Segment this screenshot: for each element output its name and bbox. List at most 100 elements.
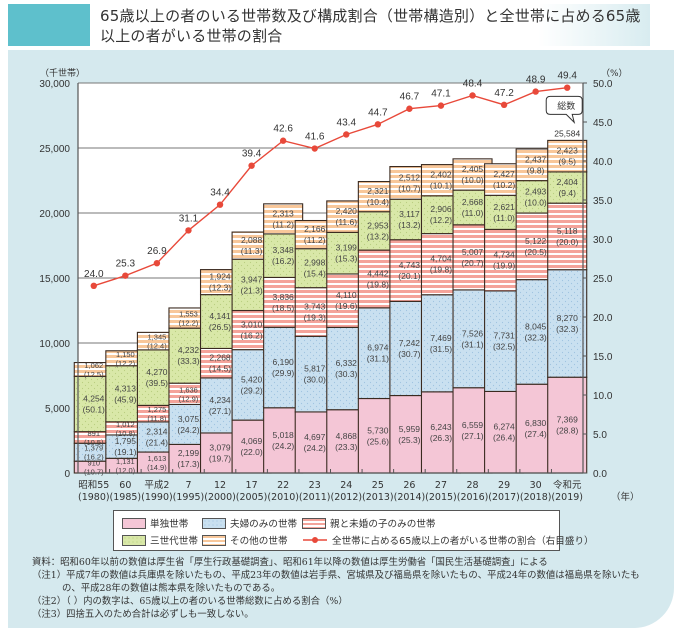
data-label-value: 5,817 (304, 364, 326, 374)
bar-segment-other (547, 139, 588, 173)
ratio-label: 46.7 (400, 92, 420, 103)
data-label-share: (10.2) (493, 180, 515, 190)
data-label-value: 3,743 (304, 301, 326, 311)
data-label-value: 2,621 (493, 202, 515, 212)
data-label-value: 5,420 (241, 374, 263, 384)
data-label-value: 2,402 (430, 170, 452, 180)
y-tick-label: 10,000 (39, 339, 70, 350)
data-label-share: (21.3) (240, 285, 262, 295)
y2-tick-label: 35.0 (593, 196, 613, 207)
data-label-value: 1,012 (116, 420, 135, 429)
ratio-label: 43.4 (337, 117, 357, 128)
data-label-share: (19.8) (367, 279, 389, 289)
data-label-share: (29.9) (272, 368, 294, 378)
data-label-value: 1,795 (115, 436, 137, 446)
data-label-value: 1,150 (116, 350, 135, 359)
y-tick-label: 15,000 (39, 274, 70, 285)
legend-swatch-single (122, 517, 146, 529)
data-label-share: (20.5) (525, 247, 547, 257)
data-label-value: 2,405 (462, 164, 484, 174)
y2-tick-label: 5.0 (593, 430, 607, 441)
chart-title-line-2: 以上の者がいる世帯の割合 (100, 27, 283, 45)
x-tick-label-year: (2010) (267, 492, 299, 503)
ratio-point (279, 137, 287, 144)
y-axis-unit: （千世帯） (40, 67, 85, 79)
ratio-point (564, 84, 571, 91)
x-tick-label-year: (2019) (551, 492, 583, 503)
data-label-share: (25.3) (398, 435, 420, 445)
y2-tick-label: 40.0 (593, 157, 613, 168)
data-label-share: (50.1) (83, 405, 105, 415)
note-1: （注1）平成7年の数値は兵庫県を除いたもの、平成23年の数値は岩手県、宮城県及び… (32, 570, 640, 581)
data-label-value: 5,730 (367, 425, 389, 435)
data-label-share: (12.0) (116, 466, 136, 475)
data-label-share: (19.6) (335, 301, 357, 311)
data-label-share: (16.2) (84, 453, 104, 462)
data-label-value: 8,270 (557, 313, 579, 323)
data-label-share: (19.9) (493, 261, 515, 271)
data-label-value: 6,559 (462, 420, 484, 430)
data-label-value: 4,110 (336, 290, 357, 300)
data-label-share: (26.4) (493, 433, 515, 443)
data-label-value: 3,117 (399, 209, 420, 219)
data-label-value: 3,199 (336, 243, 358, 253)
data-label-value: 1,131 (116, 457, 135, 466)
x-tick-label-year: (2000) (204, 492, 236, 503)
data-label-share: (19.7) (209, 453, 231, 463)
data-label-value: 1,553 (179, 310, 198, 319)
y2-tick-label: 30.0 (593, 235, 613, 246)
data-label-share: (19.8) (430, 265, 452, 275)
title-accent-block (8, 4, 90, 46)
ratio-point (437, 102, 445, 109)
data-label-value: 4,697 (304, 432, 326, 442)
data-label-share: (11.2) (304, 235, 326, 245)
data-label-share: (10.0) (461, 175, 483, 185)
data-label-value: 5,118 (557, 226, 578, 236)
legend-item-single: 単独世帯 (122, 516, 188, 530)
ratio-point (469, 92, 476, 99)
legend-line-marker-icon (303, 537, 327, 543)
data-label-value: 2,493 (525, 186, 547, 196)
y-tick-label: 5,000 (45, 404, 70, 415)
legend: 単独世帯 夫婦のみの世帯 親と未婚の子のみの世帯 三世代世帯 その他の世帯 全世… (113, 510, 594, 551)
data-label-value: 2,088 (241, 235, 263, 245)
data-label-share: (9.8) (527, 165, 545, 175)
legend-item-other: その他の世帯 (202, 533, 288, 547)
legend-item-line: 全世帯に占める65歳以上の者がいる世帯の割合（右目盛り） (302, 533, 594, 547)
ratio-point (90, 282, 97, 289)
data-label-value: 3,075 (178, 414, 200, 424)
x-tick-label-year: (2017) (488, 492, 520, 503)
x-tick-label-year: (2013) (362, 492, 394, 503)
ratio-label: 26.9 (147, 246, 167, 257)
y2-tick-label: 25.0 (593, 274, 613, 285)
data-label-share: (10.7) (84, 468, 104, 477)
x-tick-label-era: 26 (403, 480, 415, 491)
data-label-value: 5,007 (462, 247, 484, 257)
data-label-share: (20.0) (556, 237, 578, 247)
data-label-share: (11.3) (241, 246, 263, 256)
legend-item-parent-child: 親と未婚の子のみの世帯 (302, 516, 436, 530)
data-label-share: (32.3) (556, 324, 578, 334)
data-label-value: 2,166 (304, 224, 326, 234)
data-label-share: (13.2) (398, 220, 420, 230)
data-label-value: 2,313 (273, 208, 295, 218)
ratio-point (185, 227, 192, 234)
bar-stack: 6,830(27.4) 8,045(32.3) 5,122(20.5) 2,493(1… (515, 148, 556, 474)
x-tick-label-era: 23 (309, 480, 321, 491)
data-label-value: 6,830 (525, 418, 547, 428)
ratio-line: 24.0 25.3 26.9 31.1 34.4 39.4 42.6 41.6 43.4 44.7… (84, 71, 577, 289)
data-label-value: 7,731 (493, 331, 515, 341)
data-label-share: (27.1) (461, 431, 483, 441)
ratio-label: 48.4 (463, 78, 483, 89)
data-label-value: 7,242 (399, 338, 421, 348)
x-tick-label-year: (1980) (78, 492, 110, 503)
legend-swatch-three-gen (122, 534, 146, 546)
data-label-share: (9.5) (558, 157, 576, 167)
data-label-value: 2,906 (430, 204, 452, 214)
ratio-label: 47.2 (494, 88, 514, 99)
ratio-point (311, 145, 318, 152)
data-label-share: (27.4) (525, 429, 547, 439)
data-label-share: (25.6) (367, 436, 389, 446)
ratio-point (122, 272, 129, 279)
data-label-share: (33.3) (177, 356, 199, 366)
